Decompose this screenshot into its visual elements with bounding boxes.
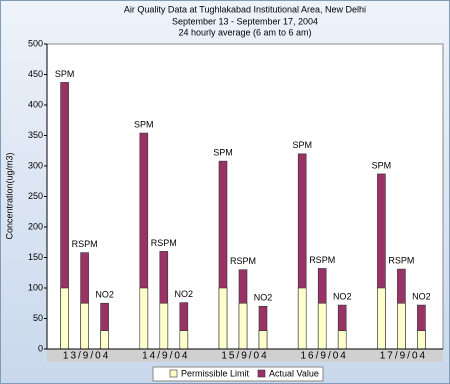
bar-label: NO2: [95, 290, 114, 300]
y-tick-label: 450: [28, 69, 43, 79]
bar-label: SPM: [213, 147, 233, 157]
bar-label: SPM: [292, 140, 312, 150]
bar-label: RSPM: [72, 239, 98, 249]
legend-swatch: [169, 369, 178, 378]
bar-label: SPM: [372, 160, 392, 170]
x-axis-band: [47, 349, 443, 362]
y-tick-label: 300: [28, 160, 43, 170]
bar: [317, 302, 327, 350]
bar-label: RSPM: [230, 256, 256, 266]
chart-subtitle: 24 hourly average (6 am to 6 am): [178, 27, 311, 37]
x-tick-label: 14/9/04: [142, 351, 189, 362]
x-tick-label: 13/9/04: [63, 351, 110, 362]
bar-label: RSPM: [151, 238, 177, 248]
bar-label: RSPM: [309, 255, 335, 265]
y-tick-label: 100: [28, 282, 43, 292]
y-tick-label: 50: [33, 313, 43, 323]
y-axis-label: Concentration(ug/m3): [4, 152, 14, 239]
bar: [417, 330, 426, 350]
legend-swatch: [257, 369, 266, 378]
bar: [258, 330, 268, 350]
x-tick-label: 15/9/04: [221, 351, 268, 362]
bar: [60, 287, 69, 350]
bar-label: NO2: [175, 289, 194, 299]
legend: [152, 366, 324, 382]
bar-label: NO2: [254, 293, 273, 303]
bar-label: NO2: [412, 291, 431, 301]
bar-label: SPM: [55, 69, 75, 79]
bar: [159, 302, 169, 350]
bar: [337, 330, 347, 350]
bar: [218, 287, 228, 350]
bar-label: RSPM: [388, 255, 414, 265]
bar-label: NO2: [333, 291, 352, 301]
bar: [100, 330, 109, 350]
y-tick-label: 250: [28, 191, 43, 201]
y-tick-label: 350: [28, 130, 43, 140]
bar: [377, 287, 386, 350]
bar: [297, 287, 307, 350]
y-tick-label: 500: [28, 38, 43, 48]
y-tick-label: 150: [28, 252, 43, 262]
y-tick-label: 400: [28, 99, 43, 109]
bar: [139, 287, 149, 350]
bar: [179, 330, 189, 350]
y-tick-label: 200: [28, 221, 43, 231]
x-tick-label: 17/9/04: [380, 351, 427, 362]
bar: [80, 302, 89, 350]
x-tick-label: 16/9/04: [301, 351, 348, 362]
chart-subtitle: September 13 - September 17, 2004: [172, 16, 318, 26]
bar: [397, 302, 406, 350]
legend-label: Actual Value: [269, 368, 319, 378]
legend-label: Permissible Limit: [181, 368, 250, 378]
bar-label: SPM: [134, 119, 154, 129]
y-tick-label: 0: [38, 343, 43, 353]
bar: [238, 302, 248, 350]
chart-title: Air Quality Data at Tughlakabad Institut…: [124, 4, 366, 14]
